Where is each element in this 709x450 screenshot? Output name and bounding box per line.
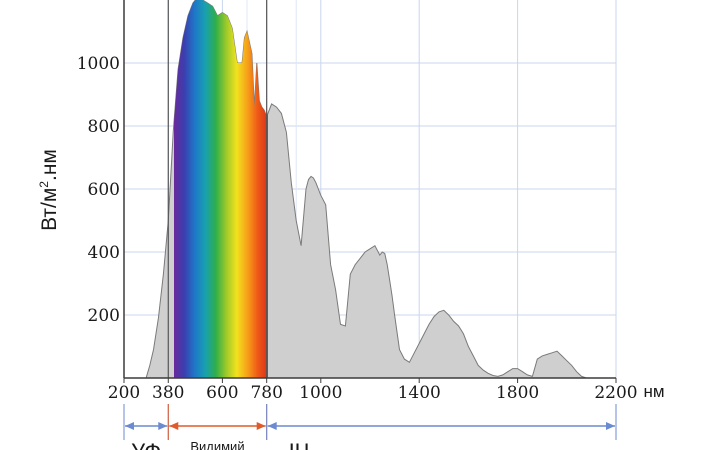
x-tick-label: 1400 <box>398 383 441 403</box>
band-arrowhead-right <box>158 422 168 430</box>
band-arrowhead-right <box>606 422 615 430</box>
band-label: ІЧ <box>289 439 310 450</box>
x-axis-unit: нм <box>643 382 664 401</box>
x-tick-label: 600 <box>206 383 238 403</box>
band-arrowhead-left <box>267 422 277 430</box>
band-label: Видимий <box>190 439 244 450</box>
x-tick-label: 200 <box>108 383 140 403</box>
band-arrowhead-left <box>125 422 134 430</box>
y-axis-label: Вт/м2.нм <box>37 149 61 231</box>
visible-spectrum-group <box>174 0 268 378</box>
spectrum-areas <box>145 0 616 378</box>
y-tick-label: 400 <box>88 243 120 263</box>
visible-spectrum-area <box>174 0 268 378</box>
x-tick-label: 380 <box>152 383 184 403</box>
x-tick-labels: 200 380 600 780 1000 1400 1800 2200 <box>108 378 638 403</box>
y-tick-label: 800 <box>88 117 120 137</box>
axes <box>123 0 616 379</box>
band-arrowhead-left <box>169 422 179 430</box>
spectral-bands: УФ Видимий ІЧ <box>123 404 617 450</box>
y-tick-label: 200 <box>88 306 120 326</box>
x-tick-label: 1000 <box>299 383 342 403</box>
x-tick-label: 780 <box>250 383 282 403</box>
band-label: УФ <box>131 439 161 450</box>
y-tick-label: 1000 <box>77 54 120 74</box>
y-tick-label: 600 <box>88 180 120 200</box>
band-arrowhead-right <box>256 422 266 430</box>
y-tick-labels: 200 400 600 800 1000 <box>77 54 120 326</box>
x-tick-label: 1800 <box>496 383 539 403</box>
x-tick-label: 2200 <box>594 383 637 403</box>
